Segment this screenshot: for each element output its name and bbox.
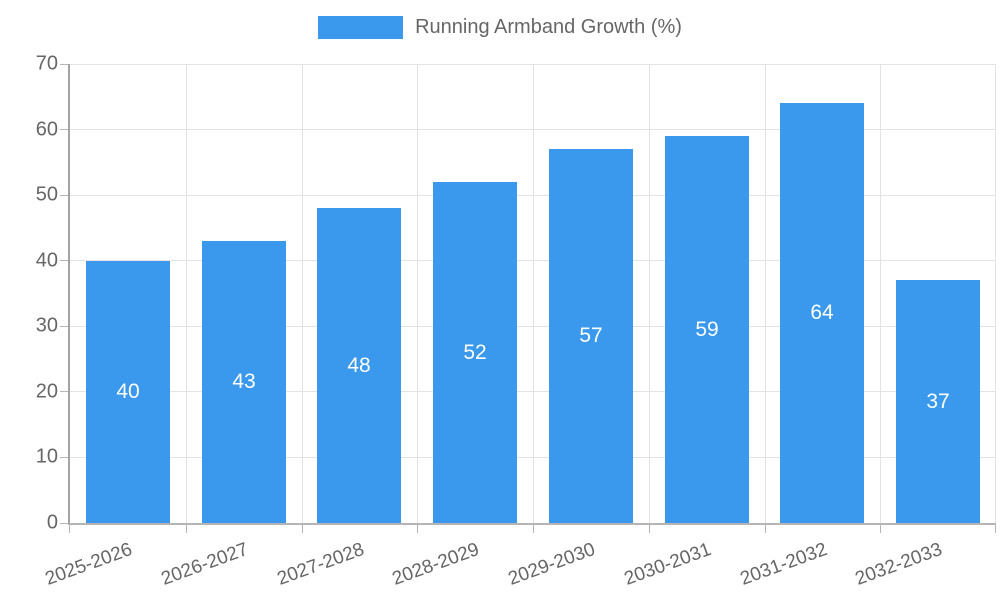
bar[interactable]: 48 bbox=[317, 208, 401, 523]
x-axis-category-label: 2029-2030 bbox=[505, 539, 599, 590]
x-axis-tick bbox=[185, 525, 187, 533]
vertical-gridline bbox=[185, 64, 187, 523]
x-axis-tick bbox=[995, 525, 996, 533]
x-axis-tick bbox=[417, 525, 419, 533]
y-axis-tick bbox=[60, 456, 68, 458]
x-axis-category-label: 2026-2027 bbox=[158, 539, 251, 590]
bar[interactable]: 40 bbox=[86, 261, 170, 523]
y-axis-tick-label: 40 bbox=[35, 249, 58, 272]
x-axis-tick bbox=[764, 525, 766, 533]
bar-value-label: 48 bbox=[347, 353, 371, 377]
x-axis-tick bbox=[301, 525, 303, 533]
y-axis-tick bbox=[60, 260, 68, 262]
bar-value-label: 43 bbox=[232, 370, 256, 393]
plot-area: 0 10 20 30 40 50 60 70 40 2025-2026 43 2026-2027 48 2… bbox=[36, 53, 996, 590]
y-axis-tick-label: 30 bbox=[35, 314, 58, 337]
y-axis-tick-label: 60 bbox=[35, 118, 58, 141]
y-axis-tick bbox=[60, 63, 68, 65]
y-axis-tick bbox=[60, 194, 68, 196]
bar-value-label: 40 bbox=[116, 380, 140, 403]
y-axis-tick-label: 70 bbox=[35, 52, 58, 75]
legend-swatch-icon bbox=[318, 16, 404, 39]
x-axis-category-label: 2030-2031 bbox=[621, 539, 714, 590]
vertical-gridline bbox=[880, 64, 882, 523]
y-axis-tick-label: 20 bbox=[35, 380, 58, 403]
vertical-gridline bbox=[648, 64, 650, 523]
vertical-gridline bbox=[301, 64, 303, 523]
bar[interactable]: 57 bbox=[549, 149, 633, 523]
y-axis-tick-label: 10 bbox=[35, 445, 58, 468]
y-axis-tick-label: 0 bbox=[46, 511, 58, 534]
x-axis-category-label: 2027-2028 bbox=[273, 539, 367, 590]
legend-label: Running Armband Growth (%) bbox=[415, 16, 682, 38]
vertical-gridline bbox=[417, 64, 419, 523]
y-axis-tick bbox=[60, 129, 68, 131]
x-axis-tick bbox=[648, 525, 650, 533]
x-axis-category-label: 2028-2029 bbox=[389, 539, 483, 590]
vertical-gridline bbox=[533, 64, 534, 523]
x-axis-tick bbox=[880, 525, 882, 533]
x-axis-category-label: 2025-2026 bbox=[42, 539, 136, 590]
y-axis-tick bbox=[60, 391, 68, 393]
bar[interactable]: 43 bbox=[202, 241, 286, 523]
x-axis-category-label: 2032-2033 bbox=[852, 539, 946, 590]
bar-value-label: 37 bbox=[926, 389, 950, 413]
x-axis-tick bbox=[69, 525, 70, 533]
bar-value-label: 57 bbox=[579, 324, 603, 347]
bar-value-label: 59 bbox=[695, 317, 719, 341]
x-axis-tick bbox=[533, 525, 534, 533]
bar[interactable]: 64 bbox=[780, 103, 864, 523]
chart-legend[interactable]: Running Armband Growth (%) bbox=[0, 16, 1000, 39]
vertical-gridline bbox=[764, 64, 766, 523]
y-axis-tick bbox=[60, 522, 68, 524]
bar[interactable]: 59 bbox=[665, 136, 749, 523]
vertical-gridline bbox=[995, 64, 996, 523]
bar-value-label: 64 bbox=[810, 301, 834, 324]
x-axis-category-label: 2031-2032 bbox=[736, 539, 830, 590]
y-axis-tick-label: 50 bbox=[35, 183, 58, 206]
y-axis-tick bbox=[60, 325, 68, 327]
bar[interactable]: 52 bbox=[433, 182, 517, 523]
bar[interactable]: 37 bbox=[896, 280, 980, 523]
bar-value-label: 52 bbox=[463, 340, 487, 364]
